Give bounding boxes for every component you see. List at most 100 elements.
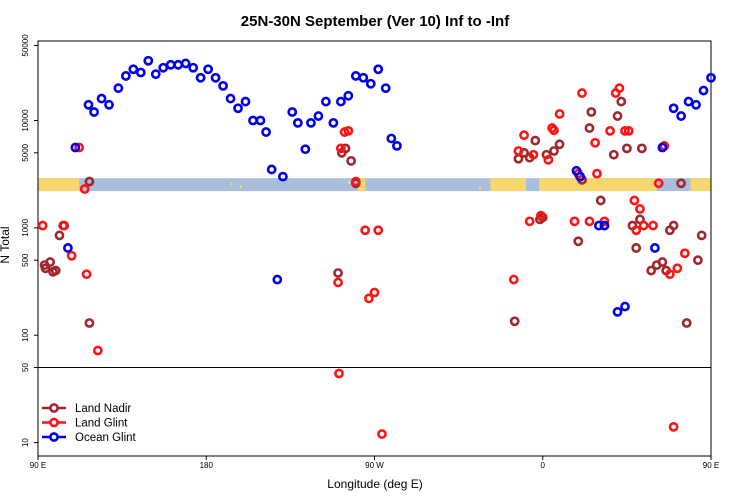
x-tick-label: 0 — [541, 461, 546, 470]
data-point-ocean-glint — [683, 96, 694, 107]
data-point-land-glint — [577, 88, 587, 98]
data-point-land-glint — [668, 421, 679, 432]
data-point-land-nadir — [636, 143, 647, 154]
data-point-land-glint — [672, 263, 683, 274]
data-point-land-nadir — [616, 96, 627, 107]
data-point-land-glint — [620, 125, 630, 136]
data-point-ocean-glint — [300, 144, 311, 155]
data-point-land-nadir — [693, 255, 703, 266]
map-strip-land — [357, 178, 366, 192]
data-point-ocean-glint — [650, 243, 660, 253]
data-point-ocean-glint — [96, 93, 107, 104]
data-point-ocean-glint — [104, 99, 114, 110]
data-point-land-glint — [360, 225, 371, 236]
data-point-ocean-glint — [575, 171, 586, 182]
data-point-ocean-glint — [599, 220, 610, 231]
data-point-ocean-glint — [266, 164, 277, 175]
data-point-land-glint — [59, 220, 70, 231]
data-point-ocean-glint — [63, 243, 73, 253]
data-point-ocean-glint — [612, 306, 623, 317]
map-strip-island — [230, 182, 233, 186]
data-point-land-nadir — [54, 230, 65, 241]
data-point-land-nadir — [509, 316, 520, 327]
data-point-land-glint — [37, 220, 48, 231]
data-point-ocean-glint — [365, 78, 376, 89]
legend-marker-land-nadir — [49, 403, 59, 413]
data-point-land-nadir — [668, 220, 679, 231]
data-point-land-nadir — [676, 178, 686, 189]
y-tick-label: 10000 — [21, 109, 30, 132]
data-point-ocean-glint — [240, 96, 251, 107]
data-point-land-glint — [535, 210, 546, 221]
data-point-ocean-glint — [386, 133, 397, 144]
plot-area: 10 50 100 500 1000 5000 10000 50000 90 E 180 90 W 0… — [21, 34, 719, 470]
data-point-land-glint — [614, 83, 625, 94]
data-point-land-glint — [635, 204, 645, 214]
data-point-ocean-glint — [203, 64, 214, 75]
data-point-land-glint — [350, 176, 361, 187]
data-point-land-glint — [679, 248, 690, 259]
data-point-land-glint — [605, 125, 615, 136]
data-point-ocean-glint — [328, 117, 339, 128]
data-point-land-nadir — [541, 149, 552, 160]
data-point-ocean-glint — [691, 99, 701, 110]
data-point-ocean-glint — [135, 67, 146, 78]
map-strip-island — [619, 179, 622, 183]
data-point-ocean-glint — [668, 103, 679, 114]
data-point-land-nadir — [586, 107, 597, 117]
data-point-ocean-glint — [676, 111, 686, 121]
data-point-land-glint — [66, 250, 77, 261]
data-point-land-nadir — [608, 149, 619, 160]
data-point-land-nadir — [346, 156, 357, 166]
data-point-land-glint — [513, 146, 524, 156]
data-point-ocean-glint — [620, 301, 630, 312]
data-point-ocean-glint — [70, 142, 81, 153]
data-point-ocean-glint — [210, 72, 221, 83]
data-point-land-nadir — [530, 135, 541, 146]
data-point-ocean-glint — [143, 55, 154, 66]
data-point-ocean-glint — [89, 107, 99, 117]
data-point-land-glint — [638, 220, 649, 231]
x-tick-label: 90 E — [703, 461, 719, 470]
data-point-ocean-glint — [277, 171, 288, 182]
data-point-ocean-glint — [593, 220, 604, 231]
data-point-ocean-glint — [358, 72, 369, 83]
map-strip-island — [625, 184, 628, 188]
data-point-ocean-glint — [292, 117, 303, 128]
data-point-land-nadir — [45, 257, 56, 267]
data-point-land-nadir — [48, 266, 58, 277]
data-point-land-nadir — [595, 195, 606, 206]
data-point-land-nadir — [84, 176, 95, 187]
data-point-land-nadir — [657, 257, 668, 267]
data-point-ocean-glint — [188, 62, 199, 73]
data-point-land-glint — [584, 216, 595, 227]
data-point-land-glint — [92, 345, 103, 356]
y-tick-label: 5000 — [21, 143, 30, 161]
y-tick-label: 50 — [21, 363, 30, 372]
data-point-ocean-glint — [272, 274, 283, 285]
data-point-land-glint — [648, 220, 658, 231]
data-point-land-glint — [81, 269, 92, 280]
data-point-land-glint — [373, 225, 384, 236]
data-point-land-glint — [543, 154, 554, 165]
data-point-land-nadir — [696, 230, 707, 241]
data-point-land-nadir — [612, 111, 623, 121]
data-point-ocean-glint — [343, 90, 354, 101]
map-strip-land — [490, 178, 526, 192]
data-point-ocean-glint — [313, 111, 324, 121]
data-point-land-glint — [549, 125, 559, 136]
data-point-land-glint — [528, 149, 539, 160]
y-axis-label: N Total — [0, 226, 12, 263]
data-point-ocean-glint — [225, 93, 236, 104]
data-point-land-glint — [335, 143, 346, 154]
data-point-land-glint — [592, 168, 602, 179]
data-point-ocean-glint — [180, 58, 191, 69]
map-strip-island — [479, 187, 482, 191]
data-point-land-nadir — [554, 139, 565, 150]
data-point-land-glint — [629, 195, 640, 206]
data-point-land-glint — [653, 178, 664, 189]
data-point-land-nadir — [573, 236, 584, 247]
data-point-land-glint — [524, 216, 535, 227]
map-strip-land — [38, 178, 80, 192]
